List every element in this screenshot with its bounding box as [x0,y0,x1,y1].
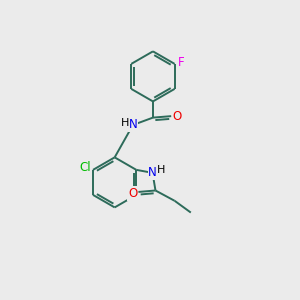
Text: Cl: Cl [79,161,91,174]
Text: H: H [157,165,165,175]
Text: O: O [128,187,137,200]
Text: N: N [148,166,157,179]
Text: H: H [121,118,129,128]
Text: F: F [178,56,184,69]
Text: O: O [172,110,182,123]
Text: N: N [128,118,137,131]
